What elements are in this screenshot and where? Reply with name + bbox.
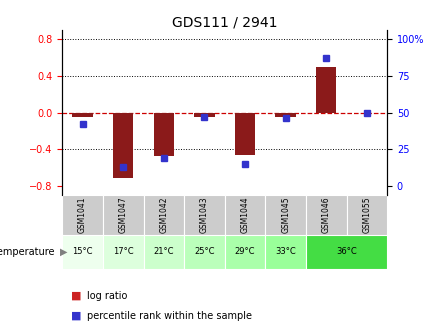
Bar <box>225 195 265 235</box>
Bar <box>347 195 387 235</box>
Bar <box>194 113 214 117</box>
Text: GSM1043: GSM1043 <box>200 197 209 234</box>
Text: percentile rank within the sample: percentile rank within the sample <box>87 311 252 321</box>
Bar <box>184 235 225 269</box>
Text: ■: ■ <box>71 311 82 321</box>
Bar <box>143 235 184 269</box>
Bar <box>73 113 93 117</box>
Bar <box>316 67 336 113</box>
Text: 15°C: 15°C <box>73 248 93 256</box>
Bar <box>62 235 103 269</box>
Text: ▶: ▶ <box>60 247 68 257</box>
Text: log ratio: log ratio <box>87 291 127 301</box>
Text: GSM1045: GSM1045 <box>281 197 290 234</box>
Bar <box>113 113 134 178</box>
Text: GSM1041: GSM1041 <box>78 197 87 233</box>
Text: GSM1044: GSM1044 <box>241 197 250 234</box>
Text: ■: ■ <box>71 291 82 301</box>
Bar <box>306 235 387 269</box>
Text: 17°C: 17°C <box>113 248 134 256</box>
Bar <box>103 195 143 235</box>
Bar <box>62 195 103 235</box>
Text: GSM1046: GSM1046 <box>322 197 331 234</box>
Text: temperature: temperature <box>0 247 58 257</box>
Title: GDS111 / 2941: GDS111 / 2941 <box>172 15 278 29</box>
Bar <box>184 195 225 235</box>
Text: 21°C: 21°C <box>154 248 174 256</box>
Text: 29°C: 29°C <box>235 248 255 256</box>
Bar <box>154 113 174 156</box>
Text: GSM1042: GSM1042 <box>159 197 168 233</box>
Bar <box>265 235 306 269</box>
Bar <box>225 235 265 269</box>
Text: GSM1055: GSM1055 <box>362 197 371 234</box>
Text: 25°C: 25°C <box>194 248 214 256</box>
Bar <box>265 195 306 235</box>
Bar <box>306 195 347 235</box>
Text: 36°C: 36°C <box>336 248 357 256</box>
Bar <box>235 113 255 155</box>
Bar <box>143 195 184 235</box>
Bar <box>103 235 143 269</box>
Text: 33°C: 33°C <box>275 248 296 256</box>
Text: GSM1047: GSM1047 <box>119 197 128 234</box>
Bar <box>275 113 296 117</box>
